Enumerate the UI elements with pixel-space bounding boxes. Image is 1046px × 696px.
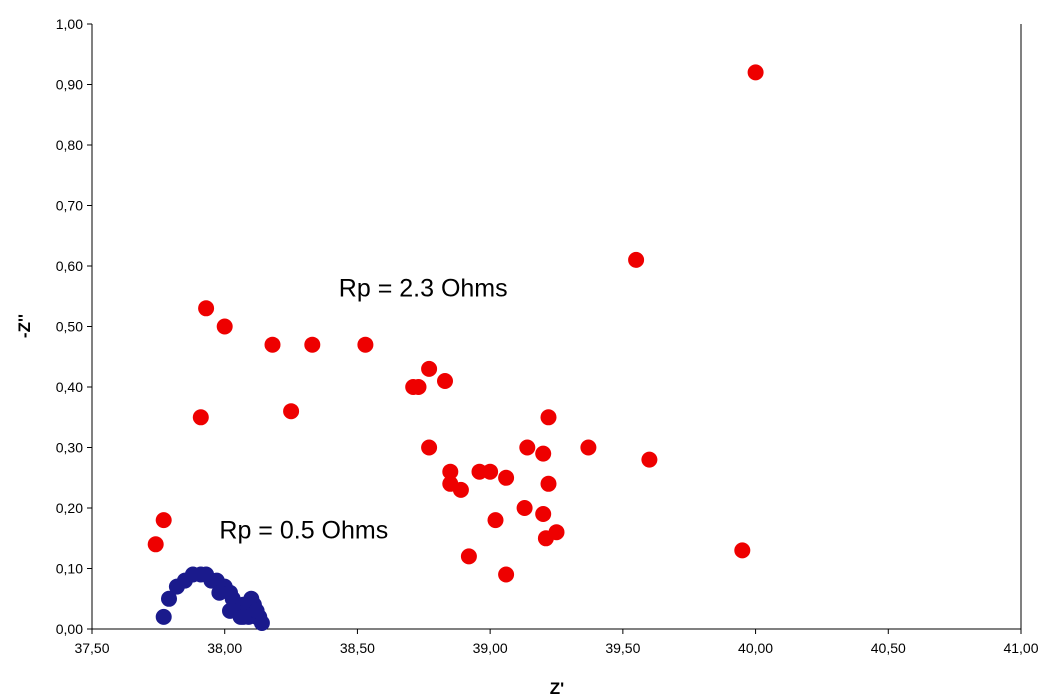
blue-data-point xyxy=(161,590,177,607)
red-data-point xyxy=(283,403,300,420)
y-tick-label: 0,40 xyxy=(56,379,83,395)
x-tick-label: 40,00 xyxy=(738,640,773,656)
y-tick-label: 0,10 xyxy=(56,561,83,577)
annotation-rp-2-3: Rp = 2.3 Ohms xyxy=(339,274,508,302)
y-tick-label: 0,20 xyxy=(56,500,83,516)
blue-data-point xyxy=(253,615,270,631)
red-data-point xyxy=(628,251,645,268)
y-tick-label: 0,00 xyxy=(56,621,83,637)
blue-data-point xyxy=(235,608,252,625)
red-data-point xyxy=(155,512,172,529)
blue-data-point xyxy=(248,602,265,619)
red-data-point xyxy=(641,451,658,468)
red-data-point xyxy=(421,439,438,456)
red-data-point xyxy=(498,469,515,486)
red-data-point xyxy=(452,481,469,498)
y-tick-label: 1,00 xyxy=(56,16,83,32)
red-data-point xyxy=(264,336,281,353)
red-data-point xyxy=(198,300,215,317)
y-tick-label: 0,90 xyxy=(56,77,83,93)
red-data-point xyxy=(192,409,209,426)
y-tick-label: 0,50 xyxy=(56,319,83,335)
x-tick-label: 40,50 xyxy=(871,640,906,656)
y-tick-label: 0,60 xyxy=(56,258,83,274)
red-data-point xyxy=(147,536,164,553)
x-tick-label: 38,50 xyxy=(340,640,375,656)
data-points xyxy=(147,64,764,631)
red-data-point xyxy=(498,566,515,583)
red-data-point xyxy=(540,409,557,426)
x-tick-label: 39,50 xyxy=(605,640,640,656)
blue-data-point xyxy=(211,584,228,601)
axis-tick-labels: 0,00 0,10 0,20 0,30 0,40 0,50 0,60 0,70 0,80 0,90… xyxy=(56,16,1039,656)
red-data-point xyxy=(460,548,477,565)
red-data-point xyxy=(548,524,565,541)
y-tick-label: 0,70 xyxy=(56,198,83,214)
y-tick-label: 0,80 xyxy=(56,137,83,153)
red-data-point xyxy=(410,379,427,395)
red-data-point xyxy=(487,512,504,529)
chart-annotations: Rp = 2.3 Ohms Rp = 0.5 Ohms xyxy=(219,274,507,544)
x-tick-label: 39,00 xyxy=(473,640,508,656)
red-data-point xyxy=(535,506,552,522)
red-data-point xyxy=(442,463,459,480)
y-axis-title: -Z'' xyxy=(15,314,34,338)
x-tick-label: 41,00 xyxy=(1003,640,1038,656)
red-data-point xyxy=(580,439,597,456)
x-tick-label: 37,50 xyxy=(74,640,109,656)
red-data-point xyxy=(747,64,764,81)
red-data-point xyxy=(482,463,499,480)
y-tick-label: 0,30 xyxy=(56,440,83,456)
red-data-point xyxy=(304,336,321,353)
blue-data-point xyxy=(155,608,172,625)
red-data-point xyxy=(357,336,374,353)
red-data-point xyxy=(421,360,438,377)
red-data-point xyxy=(535,445,552,462)
red-data-point xyxy=(216,318,233,335)
annotation-rp-0-5: Rp = 0.5 Ohms xyxy=(219,516,388,544)
x-axis-title: Z' xyxy=(550,679,564,696)
red-data-point xyxy=(519,439,536,456)
red-data-point xyxy=(734,542,751,559)
red-data-point xyxy=(437,373,453,389)
red-data-point xyxy=(516,500,533,516)
red-data-point xyxy=(540,475,557,492)
x-tick-label: 38,00 xyxy=(207,640,242,656)
axis-ticks xyxy=(87,23,1022,634)
